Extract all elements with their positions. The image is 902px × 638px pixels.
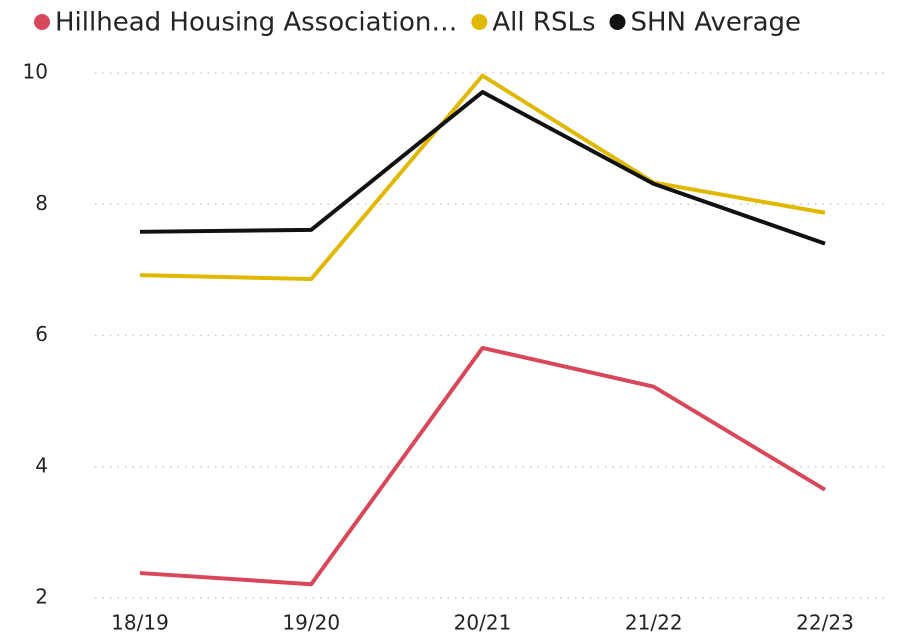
legend-label: Hillhead Housing Association… [55,8,457,38]
y-tick-label: 6 [35,322,48,346]
series-line [139,73,826,282]
y-tick-label: 2 [35,585,48,609]
y-tick-label: 8 [35,191,48,215]
x-tick-label: 19/20 [282,611,340,635]
y-tick-label: 4 [35,453,48,477]
series-line [139,90,826,246]
x-tick-label: 21/22 [625,611,683,635]
legend-marker [609,14,626,30]
legend-marker [471,14,488,30]
legend-label: SHN Average [631,8,802,38]
series-line [139,345,827,587]
x-tick-label: 20/21 [454,611,512,635]
x-tick-label: 18/19 [111,611,169,635]
x-tick-label: 22/23 [796,611,854,635]
y-tick-label: 10 [23,60,48,84]
legend-label: All RSLs [492,8,595,38]
legend-marker [34,14,50,30]
